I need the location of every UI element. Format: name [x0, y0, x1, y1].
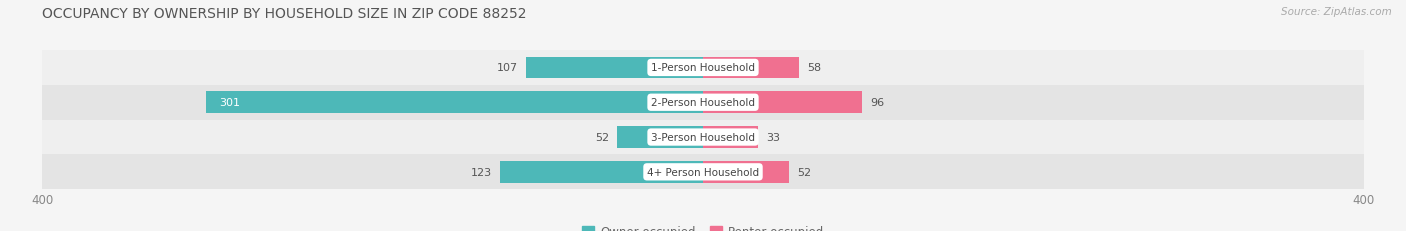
Text: 52: 52	[797, 167, 811, 177]
Text: 123: 123	[471, 167, 492, 177]
Text: 3-Person Household: 3-Person Household	[651, 132, 755, 143]
Bar	[703, 57, 799, 79]
Bar	[42, 155, 1364, 189]
Bar	[526, 57, 703, 79]
Text: 107: 107	[496, 63, 517, 73]
Bar	[703, 127, 758, 148]
Text: 52: 52	[595, 132, 609, 143]
Bar	[703, 161, 789, 183]
Legend: Owner-occupied, Renter-occupied: Owner-occupied, Renter-occupied	[578, 220, 828, 231]
Bar	[42, 120, 1364, 155]
Text: 58: 58	[807, 63, 821, 73]
Text: 301: 301	[219, 98, 240, 108]
Text: 96: 96	[870, 98, 884, 108]
Bar	[42, 85, 1364, 120]
Text: 33: 33	[766, 132, 780, 143]
Bar	[42, 51, 1364, 85]
Bar	[617, 127, 703, 148]
Text: OCCUPANCY BY OWNERSHIP BY HOUSEHOLD SIZE IN ZIP CODE 88252: OCCUPANCY BY OWNERSHIP BY HOUSEHOLD SIZE…	[42, 7, 527, 21]
Bar	[703, 92, 862, 113]
Text: 1-Person Household: 1-Person Household	[651, 63, 755, 73]
Bar	[499, 161, 703, 183]
Text: 2-Person Household: 2-Person Household	[651, 98, 755, 108]
Text: 4+ Person Household: 4+ Person Household	[647, 167, 759, 177]
Text: Source: ZipAtlas.com: Source: ZipAtlas.com	[1281, 7, 1392, 17]
Bar	[205, 92, 703, 113]
